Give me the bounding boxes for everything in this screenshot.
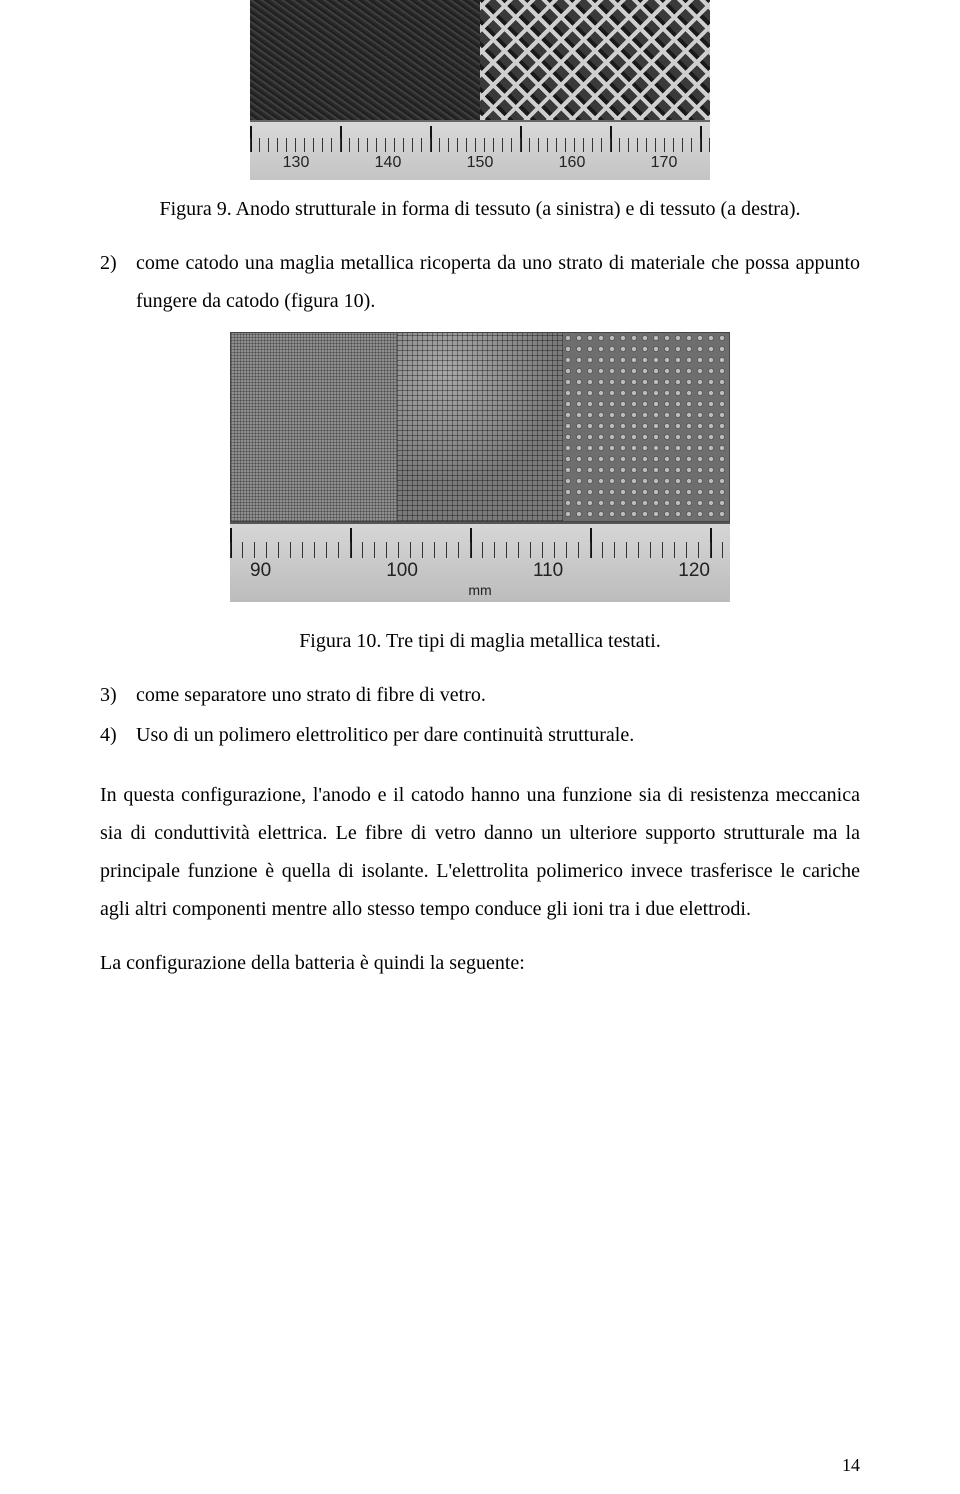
list-marker: 2): [100, 244, 136, 320]
list-text: come catodo una maglia metallica ricoper…: [136, 244, 860, 320]
figure-10-mesh-medium: [397, 333, 563, 521]
figure-9: 130 140 150 160 170: [100, 0, 860, 180]
list-marker: 3): [100, 676, 136, 714]
figure-9-ruler: 130 140 150 160 170: [250, 120, 710, 180]
ruler-label: 170: [651, 154, 678, 172]
list-item-2: 2) come catodo una maglia metallica rico…: [100, 244, 860, 320]
ruler-label: 100: [386, 560, 418, 582]
figure-9-caption: Figura 9. Anodo strutturale in forma di …: [100, 194, 860, 224]
body-paragraph: In questa configurazione, l'anodo e il c…: [100, 776, 860, 928]
ruler-ticks: [230, 524, 730, 558]
ruler-unit: mm: [468, 582, 491, 598]
list-marker: 4): [100, 716, 136, 754]
ruler-label: 90: [250, 560, 271, 582]
ruler-label: 110: [533, 560, 563, 582]
figure-9-sample-left: [250, 0, 480, 120]
list-text: Uso di un polimero elettrolitico per dar…: [136, 716, 860, 754]
figure-10: mm 90 100 110 120: [100, 322, 860, 612]
figure-10-image: mm 90 100 110 120: [230, 332, 730, 602]
ruler-label: 130: [283, 154, 310, 172]
ruler-label: 150: [467, 154, 494, 172]
figure-9-ruler-labels: 130 140 150 160 170: [250, 152, 710, 172]
figure-10-samples: [230, 332, 730, 522]
ruler-label: 140: [375, 154, 402, 172]
list-item-3: 3) come separatore uno strato di fibre d…: [100, 676, 860, 714]
figure-10-mesh-fine: [231, 333, 397, 521]
closing-line: La configurazione della batteria è quind…: [100, 944, 860, 982]
figure-10-ruler: mm 90 100 110 120: [230, 522, 730, 602]
figure-9-image: 130 140 150 160 170: [250, 0, 710, 180]
ruler-label: 120: [678, 560, 710, 582]
figure-9-samples: [250, 0, 710, 120]
ruler-ticks: [250, 122, 710, 152]
page-number: 14: [842, 1455, 860, 1476]
list-text: come separatore uno strato di fibre di v…: [136, 676, 860, 714]
list-item-4: 4) Uso di un polimero elettrolitico per …: [100, 716, 860, 754]
figure-10-mesh-coarse: [563, 333, 729, 521]
figure-10-ruler-labels: 90 100 110 120: [230, 558, 730, 582]
figure-9-sample-right: [480, 0, 710, 120]
figure-10-caption: Figura 10. Tre tipi di maglia metallica …: [100, 626, 860, 656]
ruler-label: 160: [559, 154, 586, 172]
